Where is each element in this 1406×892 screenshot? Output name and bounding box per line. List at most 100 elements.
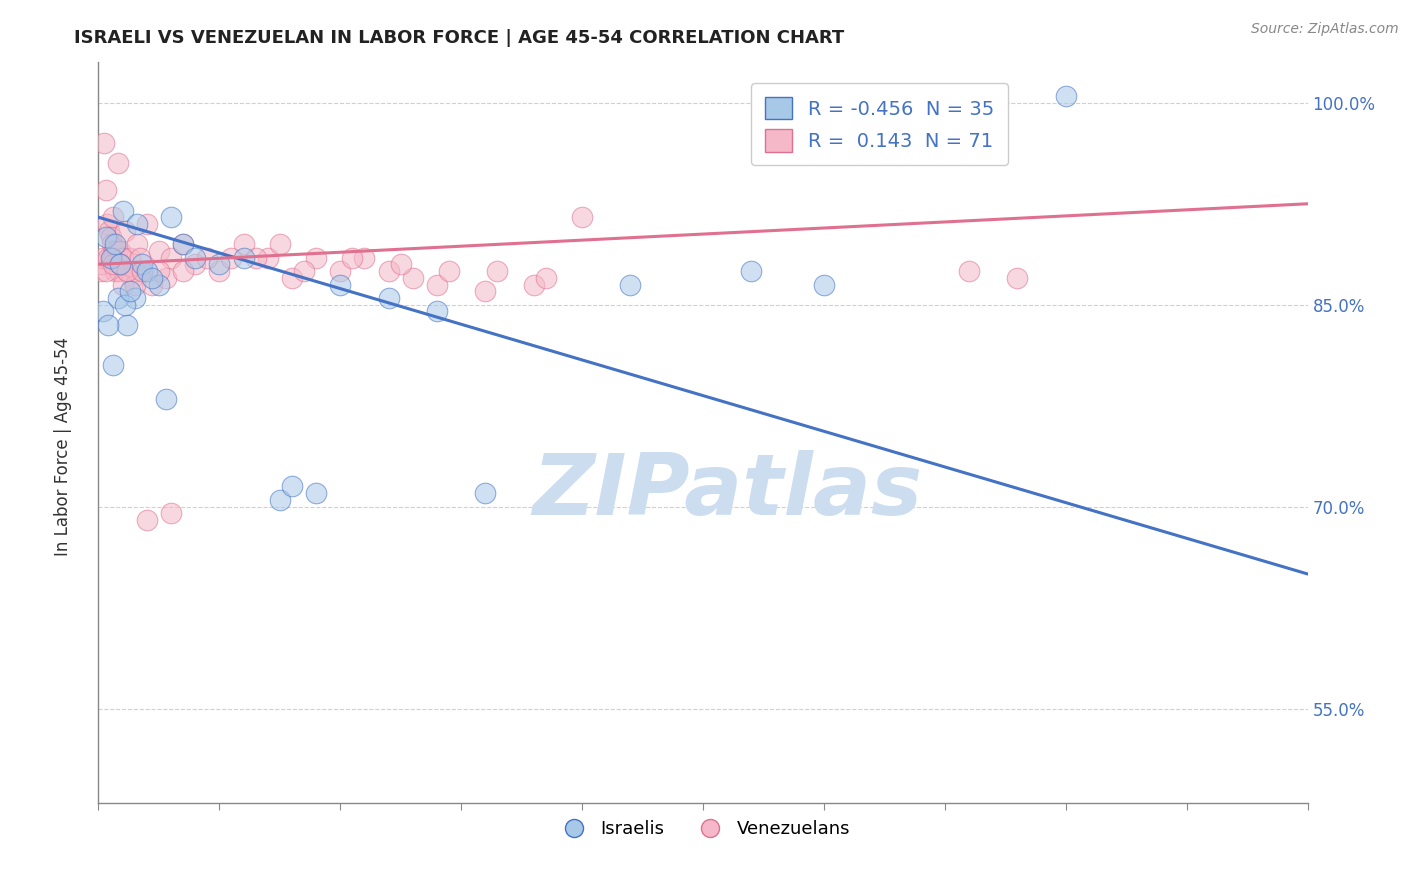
Point <box>107 257 129 271</box>
Point <box>426 277 449 292</box>
Point <box>184 251 207 265</box>
Point <box>118 285 141 299</box>
Point <box>957 264 980 278</box>
Point <box>131 257 153 271</box>
Point <box>389 257 412 271</box>
Point <box>101 359 124 373</box>
Point <box>148 244 170 258</box>
Point <box>232 251 254 265</box>
Point <box>523 277 546 292</box>
Point <box>94 264 117 278</box>
Point <box>813 277 835 292</box>
Point <box>101 211 124 225</box>
Point <box>155 270 177 285</box>
Point <box>127 237 149 252</box>
Point <box>91 257 114 271</box>
Point <box>104 264 127 278</box>
Point <box>184 257 207 271</box>
Text: ISRAELI VS VENEZUELAN IN LABOR FORCE | AGE 45-54 CORRELATION CHART: ISRAELI VS VENEZUELAN IN LABOR FORCE | A… <box>75 29 845 47</box>
Point <box>131 264 153 278</box>
Point <box>402 270 425 285</box>
Point <box>1007 270 1029 285</box>
Point <box>148 264 170 278</box>
Point <box>117 264 139 278</box>
Point <box>108 264 131 278</box>
Point <box>135 264 157 278</box>
Point <box>256 251 278 265</box>
Point <box>135 217 157 231</box>
Text: Source: ZipAtlas.com: Source: ZipAtlas.com <box>1251 22 1399 37</box>
Point <box>148 277 170 292</box>
Point <box>155 392 177 406</box>
Point <box>103 244 125 258</box>
Point <box>104 237 127 252</box>
Point <box>105 244 128 258</box>
Point <box>329 264 352 278</box>
Point <box>107 291 129 305</box>
Point <box>305 486 328 500</box>
Point <box>100 251 122 265</box>
Point <box>118 251 141 265</box>
Point <box>474 285 496 299</box>
Point <box>91 304 114 318</box>
Point <box>486 264 509 278</box>
Point <box>97 251 120 265</box>
Point <box>160 251 183 265</box>
Point <box>100 251 122 265</box>
Point <box>534 270 557 285</box>
Point <box>232 237 254 252</box>
Point <box>740 264 762 278</box>
Point <box>97 318 120 332</box>
Point <box>107 156 129 170</box>
Point <box>342 251 364 265</box>
Point <box>160 211 183 225</box>
Point <box>571 211 593 225</box>
Point <box>269 237 291 252</box>
Point <box>98 224 121 238</box>
Point <box>245 251 267 265</box>
Point <box>208 257 231 271</box>
Point <box>292 264 315 278</box>
Point <box>96 217 118 231</box>
Point <box>101 257 124 271</box>
Point <box>208 264 231 278</box>
Point <box>108 257 131 271</box>
Point <box>100 230 122 244</box>
Point <box>281 479 304 493</box>
Point <box>100 237 122 252</box>
Text: ZIPatlas: ZIPatlas <box>531 450 922 533</box>
Point <box>114 224 136 238</box>
Point <box>90 264 112 278</box>
Point <box>377 264 399 278</box>
Point <box>160 507 183 521</box>
Point <box>124 291 146 305</box>
Point <box>111 277 134 292</box>
Point <box>108 244 131 258</box>
Point <box>141 270 163 285</box>
Point <box>121 270 143 285</box>
Point <box>124 277 146 292</box>
Point <box>94 183 117 197</box>
Point <box>221 251 243 265</box>
Legend: Israelis, Venezuelans: Israelis, Venezuelans <box>548 814 858 846</box>
Point <box>91 251 114 265</box>
Point <box>437 264 460 278</box>
Point <box>108 257 131 271</box>
Point <box>135 513 157 527</box>
Point <box>195 251 218 265</box>
Point <box>353 251 375 265</box>
Point <box>111 203 134 218</box>
Point <box>281 270 304 285</box>
Point <box>128 251 150 265</box>
Point <box>117 318 139 332</box>
Point <box>114 298 136 312</box>
Point <box>124 264 146 278</box>
Point <box>172 237 194 252</box>
Point <box>474 486 496 500</box>
Text: In Labor Force | Age 45-54: In Labor Force | Age 45-54 <box>55 336 72 556</box>
Point <box>141 277 163 292</box>
Point <box>117 264 139 278</box>
Point <box>93 136 115 151</box>
Point <box>94 230 117 244</box>
Point <box>1054 89 1077 103</box>
